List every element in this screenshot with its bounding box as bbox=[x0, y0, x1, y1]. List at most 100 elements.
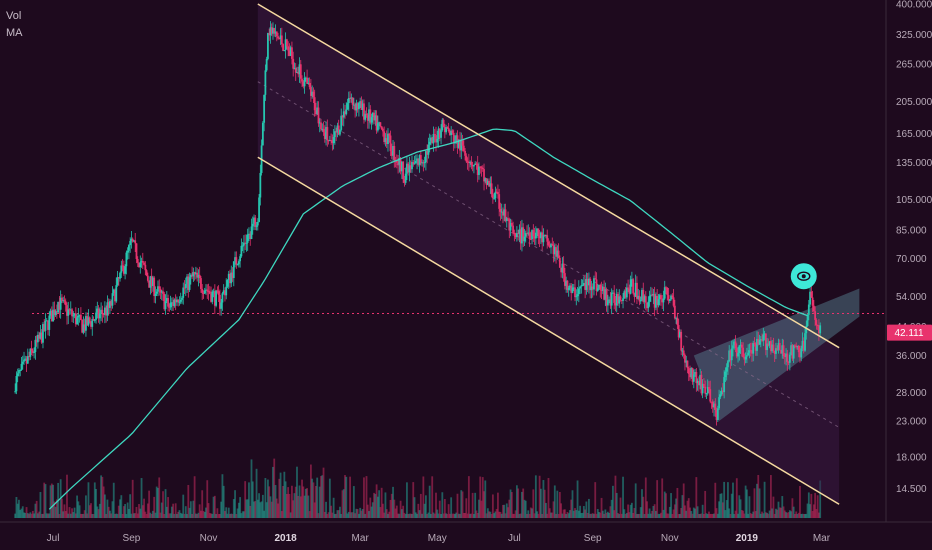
volume-bar bbox=[72, 512, 75, 518]
volume-bar bbox=[249, 505, 252, 518]
volume-bar bbox=[494, 511, 497, 518]
volume-bar bbox=[491, 494, 494, 518]
volume-bar bbox=[82, 513, 85, 518]
candle-body bbox=[287, 46, 290, 51]
volume-bar bbox=[315, 485, 317, 518]
volume-bar bbox=[83, 510, 86, 518]
volume-bar bbox=[671, 513, 674, 518]
candle-body bbox=[701, 383, 704, 394]
candle-body bbox=[593, 278, 595, 290]
candle-body bbox=[486, 180, 489, 185]
volume-bar bbox=[335, 513, 338, 518]
candle-body bbox=[279, 35, 282, 39]
volume-bar bbox=[570, 499, 573, 518]
volume-bar bbox=[657, 513, 660, 518]
candle-body bbox=[48, 315, 51, 330]
candle-body bbox=[737, 353, 739, 357]
volume-bar bbox=[748, 496, 751, 518]
volume-bar bbox=[781, 496, 784, 518]
candle-body bbox=[292, 58, 295, 69]
x-tick-label: 2018 bbox=[274, 533, 297, 544]
candle-body bbox=[131, 238, 134, 242]
legend-ma[interactable]: MA bbox=[6, 27, 23, 39]
volume-bar bbox=[193, 476, 196, 518]
candle-body bbox=[388, 133, 391, 136]
candle-body bbox=[715, 409, 718, 420]
candle-body bbox=[284, 39, 287, 51]
y-tick-label: 28.000 bbox=[896, 388, 927, 399]
volume-bar bbox=[512, 513, 514, 518]
volume-bar bbox=[345, 476, 348, 518]
candle-body bbox=[484, 178, 487, 182]
volume-bar bbox=[445, 513, 448, 518]
candle-body bbox=[441, 119, 444, 131]
volume-bar bbox=[440, 513, 442, 518]
candle-body bbox=[31, 350, 34, 353]
volume-bar bbox=[382, 503, 384, 518]
volume-bar bbox=[460, 490, 463, 518]
volume-bar bbox=[216, 508, 219, 518]
volume-bar bbox=[609, 506, 612, 518]
candle-body bbox=[747, 352, 750, 356]
candle-body bbox=[667, 295, 670, 301]
volume-bar bbox=[153, 496, 156, 518]
candle-body bbox=[749, 350, 752, 352]
candle-body bbox=[499, 208, 502, 212]
volume-bar bbox=[503, 504, 506, 518]
volume-bar bbox=[261, 494, 264, 518]
volume-bar bbox=[802, 513, 805, 518]
candle-body bbox=[545, 235, 547, 237]
candle-body bbox=[446, 127, 449, 129]
volume-bar bbox=[769, 475, 772, 518]
candle-body bbox=[613, 292, 616, 303]
candle-body bbox=[249, 233, 252, 240]
candle-body bbox=[64, 301, 67, 306]
candle-body bbox=[205, 289, 207, 291]
volume-bar bbox=[654, 511, 657, 518]
volume-bar bbox=[423, 503, 426, 518]
candle-body bbox=[43, 324, 46, 331]
candle-body bbox=[409, 165, 412, 170]
candle-body bbox=[706, 387, 709, 394]
volume-bar bbox=[532, 489, 535, 518]
candle-body bbox=[119, 272, 121, 279]
volume-bar bbox=[812, 504, 815, 518]
candle-body bbox=[258, 197, 260, 222]
y-tick-label: 85.000 bbox=[896, 226, 927, 237]
volume-bar bbox=[269, 496, 272, 518]
candle-body bbox=[723, 377, 726, 393]
candle-body bbox=[440, 130, 442, 138]
volume-bar bbox=[172, 503, 175, 518]
candle-body bbox=[682, 350, 685, 355]
volume-bar bbox=[536, 511, 539, 518]
volume-bar bbox=[95, 489, 97, 518]
candle-body bbox=[528, 232, 531, 240]
candle-body bbox=[289, 47, 292, 56]
candle-body bbox=[55, 311, 58, 313]
volume-bar bbox=[480, 500, 483, 518]
candle-body bbox=[503, 209, 506, 216]
volume-bar bbox=[700, 513, 703, 518]
candle-body bbox=[72, 315, 75, 317]
volume-bar bbox=[131, 479, 134, 518]
legend-volume[interactable]: Vol bbox=[6, 10, 22, 22]
candle-body bbox=[609, 299, 612, 306]
candle-body bbox=[515, 233, 518, 238]
candle-body bbox=[756, 338, 758, 351]
candle-body bbox=[188, 277, 191, 290]
volume-bar bbox=[124, 504, 127, 518]
candle-body bbox=[704, 386, 707, 394]
candle-body bbox=[734, 341, 737, 349]
x-tick-label: Sep bbox=[123, 533, 141, 544]
candle-body bbox=[54, 311, 57, 316]
candle-body bbox=[337, 125, 340, 135]
candle-body bbox=[675, 317, 678, 319]
candle-body bbox=[771, 344, 774, 352]
candle-body bbox=[194, 272, 197, 275]
candle-body bbox=[96, 308, 99, 313]
candle-body bbox=[721, 390, 724, 393]
candle-body bbox=[654, 295, 657, 308]
volume-bar bbox=[139, 508, 142, 518]
candle-body bbox=[762, 334, 765, 341]
